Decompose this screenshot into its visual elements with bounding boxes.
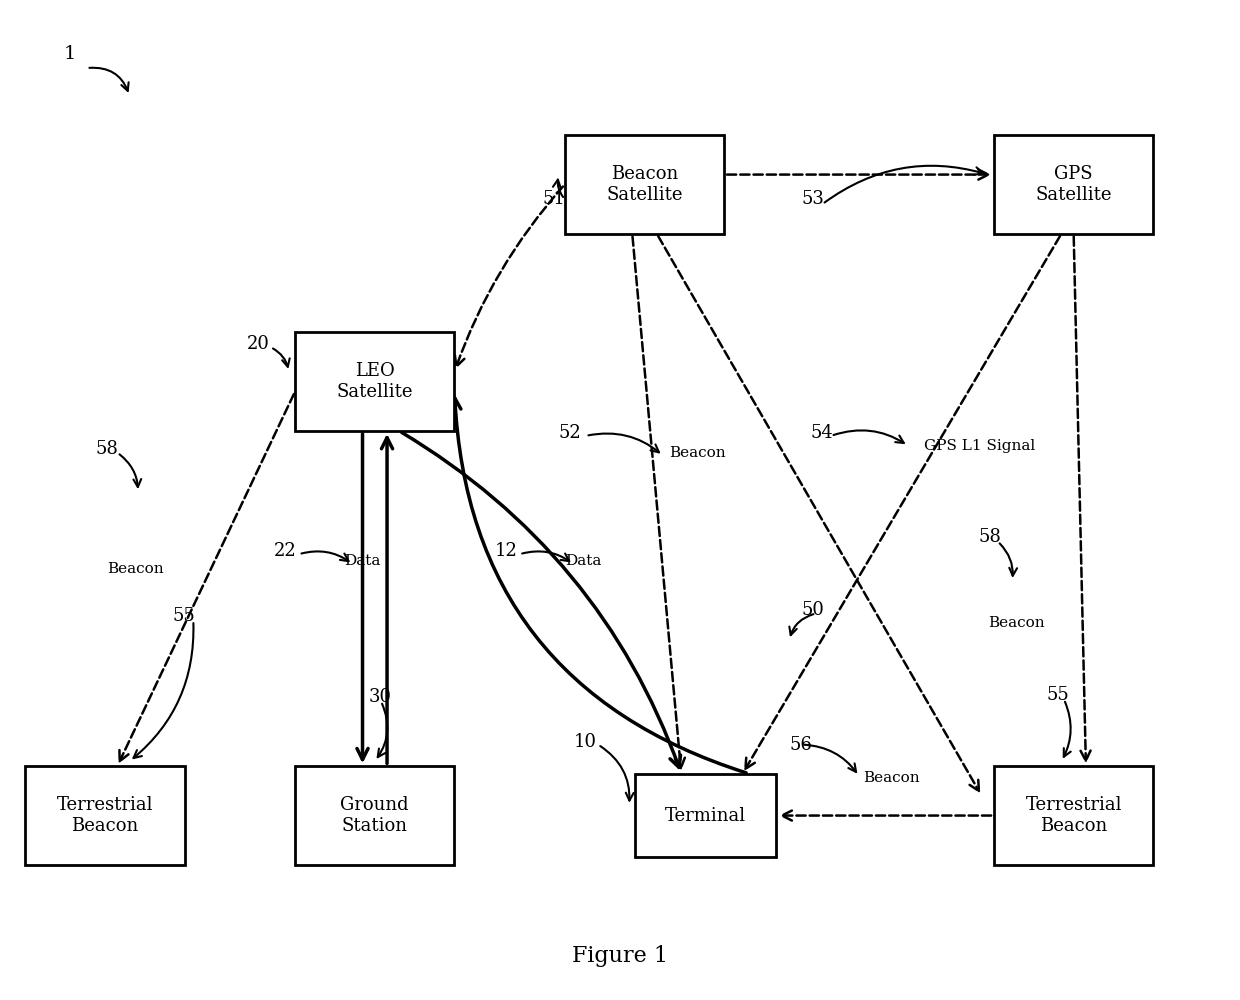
FancyArrowPatch shape — [745, 236, 1060, 769]
FancyArrowPatch shape — [382, 438, 393, 763]
FancyArrowPatch shape — [1074, 237, 1090, 761]
FancyArrowPatch shape — [522, 551, 569, 561]
Text: 10: 10 — [573, 733, 596, 751]
Text: 55: 55 — [172, 607, 195, 625]
Text: Beacon: Beacon — [108, 562, 164, 576]
Text: 1: 1 — [63, 45, 76, 63]
FancyArrowPatch shape — [727, 170, 988, 180]
FancyArrowPatch shape — [999, 543, 1017, 576]
FancyArrowPatch shape — [89, 68, 129, 91]
FancyArrowPatch shape — [301, 551, 348, 561]
Text: GPS
Satellite: GPS Satellite — [1035, 165, 1112, 204]
FancyArrowPatch shape — [402, 432, 681, 767]
Text: GPS L1 Signal: GPS L1 Signal — [924, 439, 1035, 453]
FancyArrowPatch shape — [273, 348, 290, 367]
Text: Terrestrial
Beacon: Terrestrial Beacon — [1025, 796, 1122, 835]
Text: LEO
Satellite: LEO Satellite — [336, 362, 413, 401]
Text: 20: 20 — [247, 335, 270, 353]
FancyArrowPatch shape — [805, 745, 856, 772]
FancyArrowPatch shape — [833, 430, 904, 443]
FancyArrowPatch shape — [119, 454, 141, 487]
Text: 51: 51 — [543, 190, 565, 208]
Text: 12: 12 — [495, 542, 518, 560]
FancyArrowPatch shape — [1064, 702, 1071, 757]
FancyArrowPatch shape — [589, 434, 658, 452]
Text: 55: 55 — [1047, 686, 1069, 704]
Text: Terminal: Terminal — [666, 807, 746, 825]
FancyBboxPatch shape — [994, 766, 1153, 865]
FancyBboxPatch shape — [295, 766, 455, 865]
Text: Data: Data — [565, 554, 601, 568]
Text: Beacon: Beacon — [988, 616, 1044, 630]
Text: Figure 1: Figure 1 — [572, 945, 668, 967]
FancyArrowPatch shape — [600, 746, 634, 801]
FancyArrowPatch shape — [378, 704, 387, 757]
Text: 52: 52 — [559, 424, 582, 442]
FancyBboxPatch shape — [295, 332, 455, 431]
Text: 56: 56 — [789, 736, 812, 754]
Text: 58: 58 — [978, 528, 1001, 546]
FancyArrowPatch shape — [357, 434, 368, 760]
Text: 50: 50 — [801, 601, 825, 619]
Text: 54: 54 — [810, 424, 833, 442]
FancyBboxPatch shape — [994, 135, 1153, 234]
Text: Beacon
Satellite: Beacon Satellite — [606, 165, 683, 204]
FancyArrowPatch shape — [825, 166, 983, 203]
FancyArrowPatch shape — [553, 180, 563, 197]
Text: Ground
Station: Ground Station — [341, 796, 409, 835]
FancyArrowPatch shape — [658, 236, 978, 791]
Text: 22: 22 — [274, 542, 298, 560]
FancyBboxPatch shape — [25, 766, 185, 865]
FancyBboxPatch shape — [635, 774, 776, 857]
FancyArrowPatch shape — [134, 623, 193, 758]
Text: Beacon: Beacon — [670, 446, 725, 460]
FancyArrowPatch shape — [119, 394, 294, 761]
Text: 53: 53 — [801, 190, 825, 208]
Text: Beacon: Beacon — [863, 771, 919, 785]
Text: Terrestrial
Beacon: Terrestrial Beacon — [57, 796, 154, 835]
Text: Data: Data — [345, 554, 381, 568]
FancyArrowPatch shape — [782, 811, 991, 821]
FancyBboxPatch shape — [565, 135, 724, 234]
FancyArrowPatch shape — [455, 187, 563, 367]
FancyArrowPatch shape — [790, 614, 813, 635]
FancyArrowPatch shape — [632, 237, 684, 768]
Text: 58: 58 — [95, 440, 118, 458]
Text: 30: 30 — [368, 688, 392, 706]
FancyArrowPatch shape — [450, 398, 746, 773]
